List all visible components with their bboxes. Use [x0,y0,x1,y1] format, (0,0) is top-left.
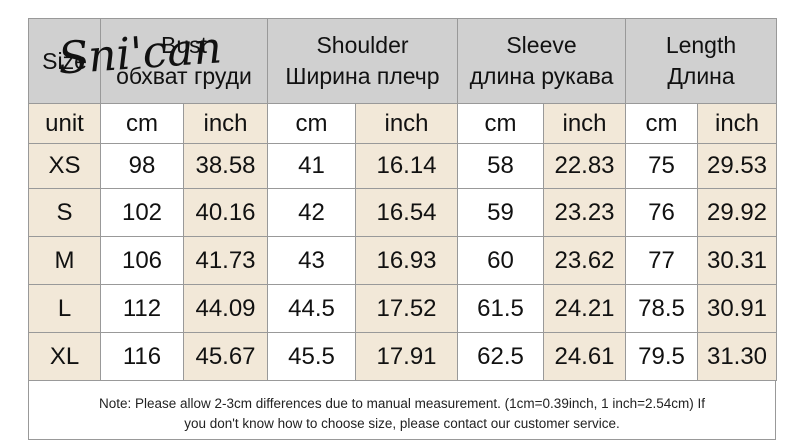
value-cell: 16.54 [355,188,458,237]
value-cell: 40.16 [183,188,268,237]
unit-cell: unit [28,103,101,144]
value-cell: 78.5 [625,284,698,333]
value-cell: 22.83 [543,143,626,189]
value-cell: 23.23 [543,188,626,237]
header-cell: Shoulder Ширина плечр [267,18,458,104]
value-cell: 29.92 [697,188,777,237]
value-cell: 75 [625,143,698,189]
unit-cell: cm [457,103,544,144]
value-cell: 79.5 [625,332,698,381]
note: Note: Please allow 2-3cm differences due… [28,380,776,440]
note-line: Note: Please allow 2-3cm differences due… [98,396,706,411]
value-cell: 44.5 [267,284,356,333]
unit-cell: inch [355,103,458,144]
value-cell: 41 [267,143,356,189]
header-cell: Bust обхват груди [100,18,268,104]
header-en: Bust [160,32,208,58]
value-cell: 102 [100,188,184,237]
value-cell: 45.67 [183,332,268,381]
header-en: Sleeve [506,32,577,58]
value-cell: 31.30 [697,332,777,381]
value-cell: 23.62 [543,236,626,285]
size-cell: XS [28,143,101,189]
header-ru: Длина [667,63,735,89]
value-cell: 24.21 [543,284,626,333]
value-cell: 16.14 [355,143,458,189]
value-cell: 24.61 [543,332,626,381]
value-cell: 38.58 [183,143,268,189]
value-cell: 112 [100,284,184,333]
unit-cell: cm [267,103,356,144]
header-ru: обхват груди [116,63,252,89]
value-cell: 60 [457,236,544,285]
value-cell: 62.5 [457,332,544,381]
value-cell: 44.09 [183,284,268,333]
header-en: Shoulder [316,32,409,58]
value-cell: 76 [625,188,698,237]
value-cell: 61.5 [457,284,544,333]
size-cell: S [28,188,101,237]
value-cell: 16.93 [355,236,458,285]
note-line: you don't know how to choose size, pleas… [184,416,620,431]
unit-cell: cm [625,103,698,144]
header-en: Length [665,32,737,58]
value-cell: 59 [457,188,544,237]
value-cell: 43 [267,236,356,285]
header-ru: длина рукава [469,63,614,89]
size-cell: L [28,284,101,333]
unit-cell: inch [697,103,777,144]
value-cell: 30.31 [697,236,777,285]
value-cell: 17.52 [355,284,458,333]
value-cell: 42 [267,188,356,237]
value-cell: 77 [625,236,698,285]
header-ru: Ширина плечр [285,63,440,89]
unit-cell: cm [100,103,184,144]
header-cell: Size [28,18,101,104]
header-en: Size [42,47,87,74]
value-cell: 58 [457,143,544,189]
value-cell: 30.91 [697,284,777,333]
unit-cell: inch [183,103,268,144]
value-cell: 41.73 [183,236,268,285]
value-cell: 45.5 [267,332,356,381]
header-cell: Length Длина [625,18,777,104]
unit-cell: inch [543,103,626,144]
value-cell: 116 [100,332,184,381]
header-cell: Sleeve длина рукава [457,18,626,104]
value-cell: 106 [100,236,184,285]
size-cell: M [28,236,101,285]
value-cell: 17.91 [355,332,458,381]
value-cell: 98 [100,143,184,189]
size-cell: XL [28,332,101,381]
value-cell: 29.53 [697,143,777,189]
